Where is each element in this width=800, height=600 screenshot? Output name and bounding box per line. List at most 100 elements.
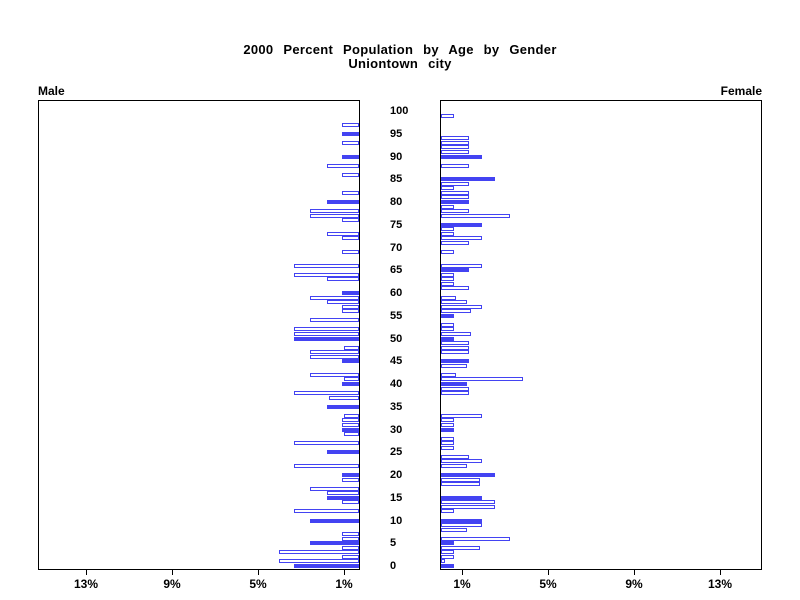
male-bar-age-25 <box>327 450 359 455</box>
male-plot-panel <box>38 100 360 570</box>
female-bar-age-5 <box>441 541 454 546</box>
male-bar-age-50 <box>294 336 359 341</box>
female-bar-age-22 <box>441 463 467 468</box>
female-bar-age-88 <box>441 163 469 168</box>
female-bar-age-31 <box>441 422 454 427</box>
male-bar-age-73 <box>327 231 359 236</box>
male-bar-age-15 <box>327 495 359 500</box>
x-axis-tick <box>720 570 721 575</box>
male-bar-age-7 <box>342 532 359 537</box>
male-bar-age-58 <box>327 300 359 305</box>
x-axis-tick <box>548 570 549 575</box>
age-axis-tick-100: 100 <box>390 105 409 117</box>
female-bar-age-53 <box>441 322 454 327</box>
male-bar-age-33 <box>344 413 359 418</box>
male-bar-age-59 <box>310 295 359 300</box>
x-axis-tick-label-13%: 13% <box>73 577 99 591</box>
male-bar-age-38 <box>294 391 359 396</box>
age-axis-tick-40: 40 <box>390 378 403 390</box>
x-axis-tick <box>86 570 87 575</box>
female-bar-age-78 <box>441 209 469 214</box>
female-bar-age-64 <box>441 272 454 277</box>
male-bar-age-64 <box>294 272 359 277</box>
female-bar-age-72 <box>441 236 482 241</box>
male-bar-age-40 <box>342 382 359 386</box>
age-axis-tick-70: 70 <box>390 241 403 254</box>
male-bar-age-60 <box>342 291 359 295</box>
female-bar-age-51 <box>441 331 471 336</box>
female-bar-age-84 <box>441 181 469 186</box>
female-bar-age-61 <box>441 286 469 291</box>
female-bar-age-94 <box>441 136 469 141</box>
female-bar-age-74 <box>441 227 454 232</box>
male-bar-age-32 <box>342 418 359 423</box>
female-bar-age-3 <box>441 550 454 555</box>
age-axis-tick-50: 50 <box>390 332 403 345</box>
age-axis-tick-60: 60 <box>390 287 403 299</box>
chart-subtitle: Uniontown city <box>348 56 452 71</box>
age-axis-tick-80: 80 <box>390 196 403 208</box>
female-bar-age-26 <box>441 445 454 450</box>
female-bar-age-32 <box>441 418 454 423</box>
female-bar-age-99 <box>441 113 454 118</box>
male-bar-age-14 <box>342 500 359 505</box>
age-axis-tick-95: 95 <box>390 127 403 140</box>
age-axis-tick-25: 25 <box>390 446 403 459</box>
male-bar-age-42 <box>310 372 359 377</box>
male-bar-age-37 <box>329 395 359 400</box>
female-bar-age-63 <box>441 277 454 282</box>
female-bar-age-73 <box>441 231 454 236</box>
male-bar-age-20 <box>342 473 359 477</box>
male-bar-age-78 <box>310 209 359 214</box>
male-bar-age-6 <box>342 536 359 541</box>
female-bar-age-45 <box>441 359 469 364</box>
female-bar-age-62 <box>441 281 454 286</box>
age-axis-tick-5: 5 <box>390 537 397 550</box>
male-bar-age-16 <box>327 491 359 496</box>
female-bar-age-77 <box>441 213 510 218</box>
male-bar-age-27 <box>294 441 359 446</box>
female-bar-age-83 <box>441 186 454 191</box>
female-bar-age-56 <box>441 309 471 314</box>
male-bar-age-95 <box>342 131 359 136</box>
male-bar-age-41 <box>344 377 359 382</box>
female-bar-age-38 <box>441 391 469 396</box>
female-bar-age-50 <box>441 336 454 341</box>
male-bar-age-52 <box>294 327 359 332</box>
female-bar-age-28 <box>441 436 454 441</box>
male-bar-age-80 <box>327 200 359 204</box>
female-bar-age-33 <box>441 413 482 418</box>
male-bar-age-66 <box>294 263 359 268</box>
female-bar-age-27 <box>441 441 454 446</box>
x-axis-tick-label-1%: 1% <box>335 577 353 591</box>
age-axis-tick-45: 45 <box>390 355 403 368</box>
x-axis-tick <box>258 570 259 575</box>
male-bar-age-29 <box>344 432 359 437</box>
male-axis-label: Male <box>38 84 65 98</box>
male-bar-age-5 <box>310 541 359 546</box>
female-bar-age-20 <box>441 473 495 477</box>
age-axis-tick-90: 90 <box>390 150 403 163</box>
female-bar-age-66 <box>441 263 482 268</box>
male-bar-age-97 <box>342 122 359 127</box>
female-bar-age-81 <box>441 195 469 200</box>
male-bar-age-72 <box>342 236 359 241</box>
age-axis-tick-20: 20 <box>390 469 403 481</box>
female-bar-age-42 <box>441 372 456 377</box>
age-axis-tick-65: 65 <box>390 264 403 277</box>
male-bar-age-19 <box>342 477 359 482</box>
age-axis-tick-55: 55 <box>390 309 403 322</box>
x-axis-tick <box>634 570 635 575</box>
female-bar-age-80 <box>441 200 469 204</box>
female-bar-age-0 <box>441 564 454 568</box>
female-bar-age-13 <box>441 504 495 509</box>
female-bar-age-52 <box>441 327 454 332</box>
female-bar-age-8 <box>441 527 467 532</box>
female-bar-age-14 <box>441 500 495 505</box>
female-bar-age-85 <box>441 177 495 182</box>
female-bar-age-58 <box>441 300 467 305</box>
female-bar-age-2 <box>441 554 454 559</box>
female-axis-label: Female <box>720 84 762 98</box>
male-bar-age-1 <box>279 559 359 564</box>
